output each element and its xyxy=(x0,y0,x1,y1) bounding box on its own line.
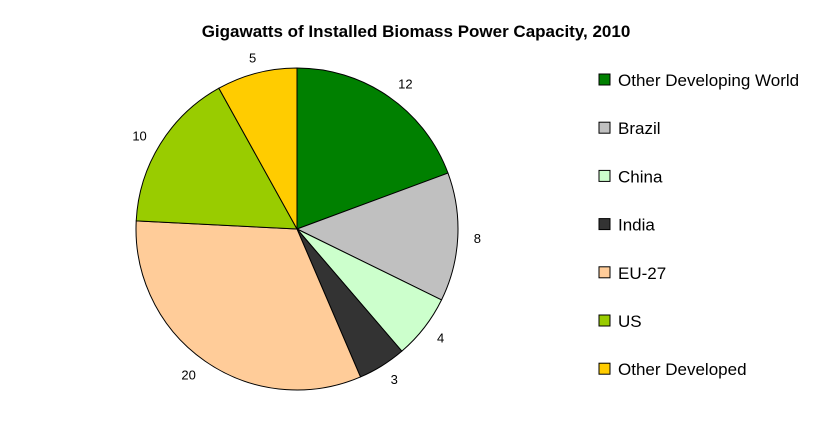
legend-label-us: US xyxy=(618,312,642,331)
data-label-eu-27: 20 xyxy=(181,367,195,382)
legend-swatch-other-developing-world xyxy=(598,73,611,86)
data-label-india: 3 xyxy=(391,372,398,387)
legend-label-china: China xyxy=(618,167,663,186)
legend: Other Developing World Brazil China India EU… xyxy=(598,71,799,379)
legend-swatch-brazil xyxy=(598,121,611,134)
legend-label-other-developed: Other Developed xyxy=(618,360,747,379)
data-labels: 12 8 4 3 20 10 5 xyxy=(132,51,481,388)
pie-slice-us xyxy=(135,87,298,230)
pie-slice-brazil xyxy=(296,172,459,301)
legend-label-other-developing-world: Other Developing World xyxy=(618,71,799,90)
legend-label-brazil: Brazil xyxy=(618,119,661,138)
pie-slice-eu-27 xyxy=(135,220,361,391)
data-label-china: 4 xyxy=(437,330,444,345)
data-label-us: 10 xyxy=(132,128,146,143)
chart-title: Gigawatts of Installed Biomass Power Cap… xyxy=(202,22,631,41)
legend-swatch-eu-27 xyxy=(598,266,611,279)
pie-slice-other-developing-world xyxy=(296,67,449,230)
pie-slices xyxy=(135,67,459,391)
legend-swatch-china xyxy=(598,169,611,182)
legend-swatch-india xyxy=(598,218,611,231)
data-label-brazil: 8 xyxy=(474,231,481,246)
pie-slice-other-developed xyxy=(218,67,298,230)
data-label-other-developing-world: 12 xyxy=(398,77,412,92)
legend-label-india: India xyxy=(618,216,655,235)
data-label-other-developed: 5 xyxy=(249,51,256,66)
legend-label-eu-27: EU-27 xyxy=(618,264,666,283)
legend-swatch-other-developed xyxy=(598,362,611,375)
legend-swatch-us xyxy=(598,314,611,327)
